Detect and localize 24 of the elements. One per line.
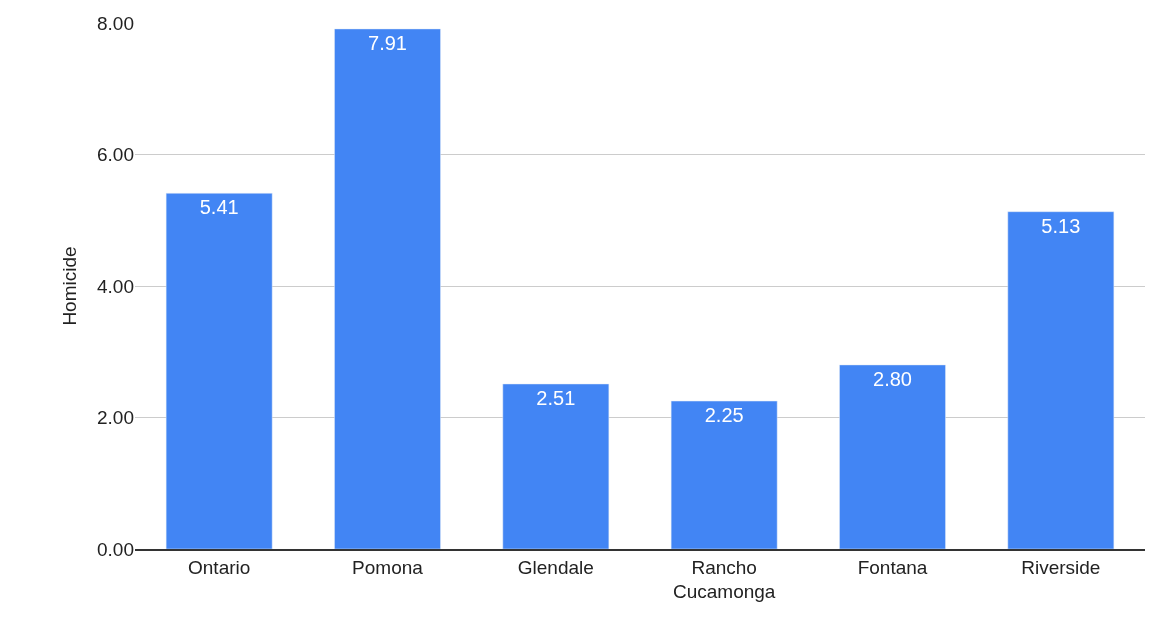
y-tick-label: 2.00	[97, 407, 134, 429]
data-label: 2.25	[704, 404, 744, 427]
y-tick-label: 0.00	[97, 538, 134, 560]
y-tick-label: 6.00	[97, 144, 134, 166]
bar	[502, 383, 610, 549]
x-tick-label: Pomona	[352, 556, 424, 578]
data-label: 7.91	[368, 31, 407, 54]
data-label: 5.41	[199, 196, 239, 219]
x-tick-label: Glendale	[517, 556, 594, 578]
y-tick-label: 4.00	[97, 275, 134, 297]
x-tick-label: Rancho Cucamonga	[672, 556, 776, 603]
y-axis-title: Homicide	[58, 246, 80, 326]
bar	[165, 193, 273, 549]
y-tick-label: 8.00	[97, 12, 134, 34]
x-tick-label: Ontario	[188, 556, 251, 578]
data-label: 5.13	[1041, 214, 1081, 237]
data-label: 2.51	[536, 386, 576, 409]
bar	[839, 364, 946, 549]
x-tick-label: Fontana	[857, 556, 928, 578]
bar	[670, 400, 778, 549]
bar	[334, 28, 441, 549]
bar	[1007, 211, 1115, 549]
data-label: 2.80	[873, 367, 912, 390]
x-tick-label: Riverside	[1021, 556, 1101, 578]
